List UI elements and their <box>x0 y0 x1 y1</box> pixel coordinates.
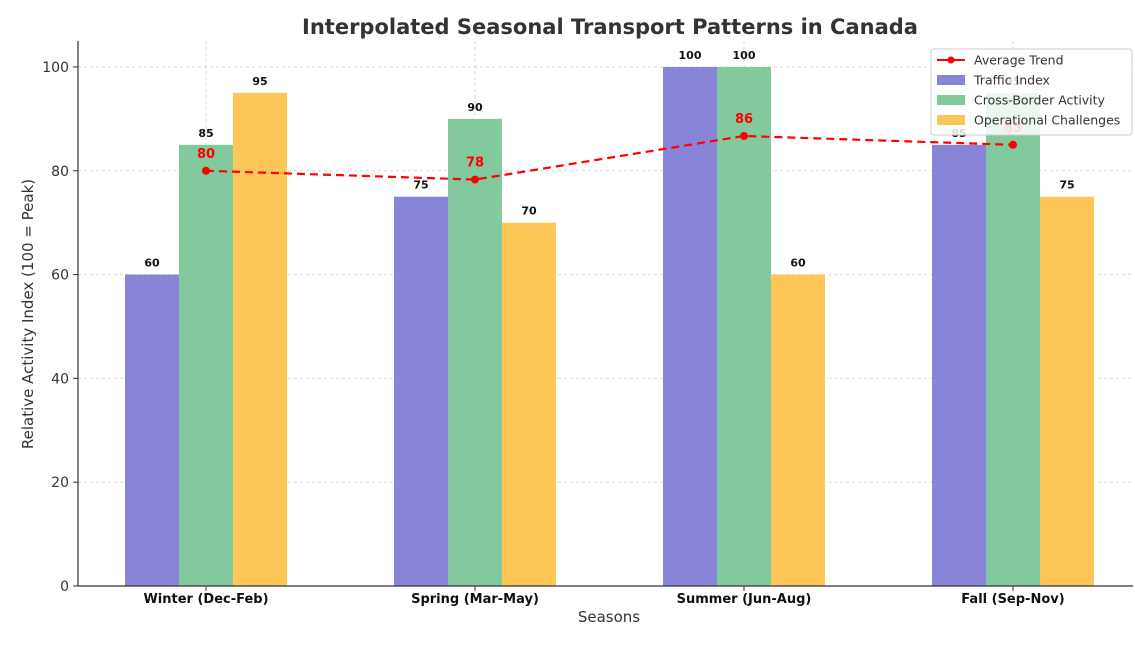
bar-value-label: 90 <box>467 101 483 114</box>
trend-point <box>471 175 479 184</box>
bar <box>771 274 825 586</box>
legend-label: Traffic Index <box>973 73 1050 88</box>
bar <box>986 92 1040 587</box>
average-trend-line: 80 78 86 85 <box>197 112 1022 184</box>
tick-labels: 0 20 40 60 80 100 Winter (Dec-Feb) Spring (Mar-… <box>42 60 1064 607</box>
y-tick-label: 100 <box>42 60 69 76</box>
bar <box>1040 196 1094 586</box>
legend-swatch <box>937 95 965 105</box>
chart-title: Interpolated Seasonal Transport Patterns… <box>302 15 918 39</box>
bar <box>394 196 448 586</box>
bar <box>448 118 502 586</box>
x-tick-label: Spring (Mar-May) <box>411 592 539 607</box>
trend-point <box>740 131 748 140</box>
bars: 60751008585901009595706075 <box>125 49 1094 587</box>
bar-value-label: 85 <box>198 127 213 140</box>
bar-value-label: 60 <box>790 257 806 270</box>
bar <box>502 222 556 586</box>
x-tick-label: Winter (Dec-Feb) <box>143 592 268 607</box>
legend-swatch <box>937 115 965 125</box>
axes <box>73 41 1133 591</box>
bar <box>179 144 233 587</box>
legend-label: Cross-Border Activity <box>974 93 1106 108</box>
trend-line <box>205 134 1014 181</box>
y-tick-label: 60 <box>51 268 69 284</box>
trend-value-label: 86 <box>735 112 753 127</box>
trend-point <box>1009 140 1017 149</box>
y-tick-label: 40 <box>51 371 69 387</box>
bar <box>717 66 771 586</box>
x-tick-label: Summer (Jun-Aug) <box>677 592 812 607</box>
legend-label: Operational Challenges <box>974 113 1120 128</box>
legend: Average Trend Traffic Index Cross-Border A… <box>930 48 1133 136</box>
legend-label: Average Trend <box>974 53 1064 68</box>
x-axis-label: Seasons <box>578 608 640 626</box>
y-axis-label: Relative Activity Index (100 = Peak) <box>19 179 37 449</box>
bar <box>233 92 287 587</box>
bar-value-label: 75 <box>1059 179 1074 192</box>
bar-value-label: 95 <box>252 75 267 88</box>
bar-value-label: 60 <box>144 257 160 270</box>
x-tick-label: Fall (Sep-Nov) <box>961 592 1064 607</box>
bar <box>663 66 717 586</box>
bar-value-label: 100 <box>733 49 756 62</box>
legend-marker <box>947 56 955 64</box>
bar <box>125 274 179 586</box>
bar-value-label: 70 <box>521 205 537 218</box>
bar-value-label: 75 <box>413 179 428 192</box>
bar-value-label: 100 <box>679 49 702 62</box>
y-tick-label: 20 <box>51 475 69 491</box>
trend-point <box>202 166 210 175</box>
legend-box <box>930 48 1133 136</box>
y-tick-label: 0 <box>60 579 69 595</box>
trend-value-label: 78 <box>466 156 484 171</box>
trend-value-label: 80 <box>197 147 215 162</box>
bar <box>932 144 986 587</box>
y-tick-label: 80 <box>51 164 69 180</box>
legend-swatch <box>937 75 965 85</box>
